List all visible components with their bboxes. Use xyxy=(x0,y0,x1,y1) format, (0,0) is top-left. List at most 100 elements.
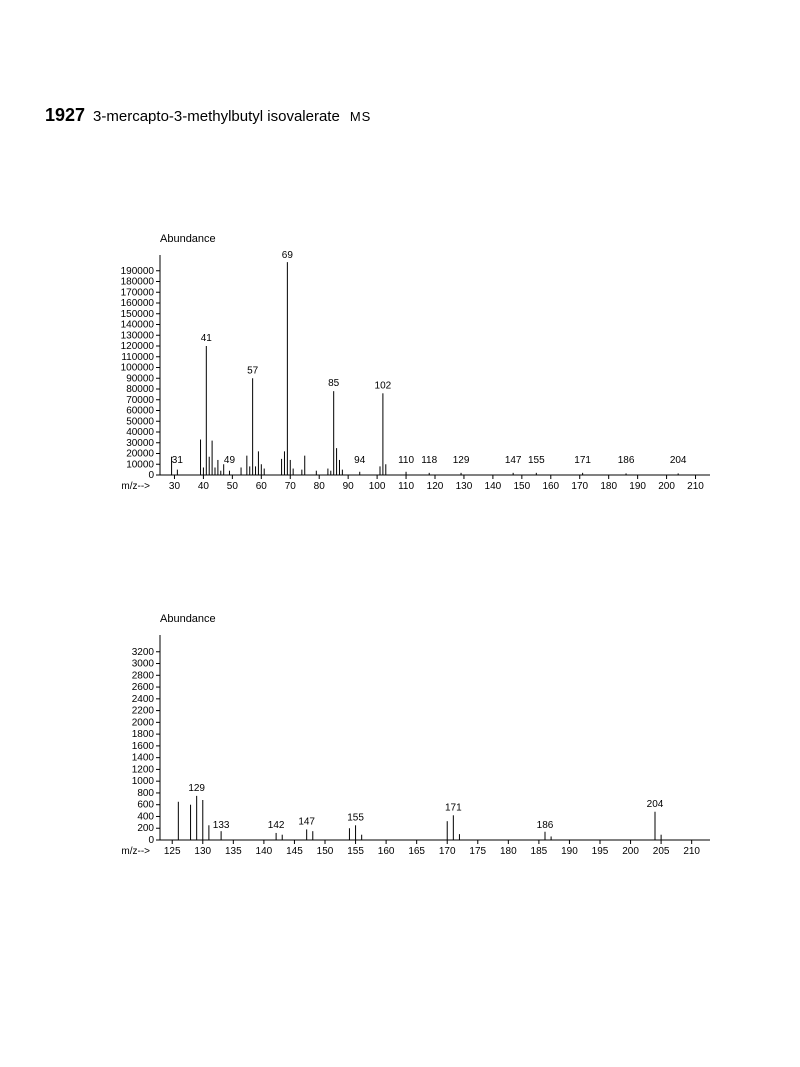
x-tick-label: 210 xyxy=(687,481,704,492)
y-tick-label: 90000 xyxy=(126,373,154,384)
compound-number: 1927 xyxy=(45,105,85,126)
x-tick-label: 210 xyxy=(683,846,700,857)
peak-label: 94 xyxy=(354,455,366,466)
y-tick-label: 2200 xyxy=(132,706,155,717)
x-tick-label: 90 xyxy=(343,481,355,492)
y-tick-label: 3200 xyxy=(132,647,155,658)
y-tick-label: 140000 xyxy=(121,320,155,331)
y-tick-label: 60000 xyxy=(126,406,154,417)
y-tick-label: 3000 xyxy=(132,659,155,670)
x-tick-label: 170 xyxy=(439,846,456,857)
y-tick-label: 100000 xyxy=(121,363,155,374)
peak-label: 147 xyxy=(298,816,315,827)
x-tick-label: 200 xyxy=(622,846,639,857)
x-tick-label: 110 xyxy=(398,481,414,492)
y-tick-label: 190000 xyxy=(121,266,155,277)
peak-label: 133 xyxy=(213,820,230,831)
peak-label: 129 xyxy=(453,455,470,466)
x-tick-label: 140 xyxy=(256,846,273,857)
peak-label: 171 xyxy=(445,802,462,813)
peak-label: 204 xyxy=(670,455,687,466)
x-tick-label: 30 xyxy=(169,481,181,492)
x-tick-label: 180 xyxy=(500,846,517,857)
mass-spectrum-full: Abundance0100002000030000400005000060000… xyxy=(95,225,715,505)
y-tick-label: 0 xyxy=(148,470,154,481)
x-axis-label: m/z--> xyxy=(121,846,150,857)
x-tick-label: 120 xyxy=(427,481,444,492)
y-tick-label: 2000 xyxy=(132,717,155,728)
x-tick-label: 40 xyxy=(198,481,210,492)
y-tick-label: 2400 xyxy=(132,694,155,705)
peak-label: 186 xyxy=(537,820,554,831)
peak-label: 147 xyxy=(505,455,522,466)
y-tick-label: 20000 xyxy=(126,449,154,460)
x-tick-label: 130 xyxy=(194,846,211,857)
y-tick-label: 120000 xyxy=(121,341,155,352)
peak-label: 155 xyxy=(347,812,364,823)
y-tick-label: 10000 xyxy=(126,459,154,470)
peak-label: 102 xyxy=(375,380,392,391)
x-tick-label: 160 xyxy=(542,481,559,492)
x-tick-label: 160 xyxy=(378,846,395,857)
mass-spectrum-zoom: Abundance0200400600800100012001400160018… xyxy=(95,605,715,870)
y-tick-label: 200 xyxy=(137,823,154,834)
x-tick-label: 195 xyxy=(592,846,609,857)
y-tick-label: 80000 xyxy=(126,384,154,395)
y-tick-label: 110000 xyxy=(121,352,154,363)
peak-label: 57 xyxy=(247,365,259,376)
x-tick-label: 190 xyxy=(629,481,646,492)
x-tick-label: 190 xyxy=(561,846,578,857)
y-tick-label: 1200 xyxy=(132,764,155,775)
title-row: 1927 3-mercapto-3-methylbutyl isovalerat… xyxy=(45,105,371,126)
x-tick-label: 130 xyxy=(456,481,473,492)
peak-label: 186 xyxy=(618,455,635,466)
x-tick-label: 140 xyxy=(485,481,502,492)
y-tick-label: 2600 xyxy=(132,682,155,693)
x-tick-label: 185 xyxy=(531,846,548,857)
x-tick-label: 80 xyxy=(314,481,326,492)
x-tick-label: 135 xyxy=(225,846,242,857)
peak-label: 129 xyxy=(188,783,205,794)
y-tick-label: 130000 xyxy=(121,330,155,341)
y-tick-label: 30000 xyxy=(126,438,154,449)
peak-label: 31 xyxy=(172,455,184,466)
compound-name: 3-mercapto-3-methylbutyl isovalerate xyxy=(93,108,340,125)
peak-label: 110 xyxy=(398,455,414,466)
x-tick-label: 145 xyxy=(286,846,303,857)
y-tick-label: 50000 xyxy=(126,416,154,427)
y-tick-label: 1000 xyxy=(132,776,155,787)
y-tick-label: 1800 xyxy=(132,729,155,740)
x-tick-label: 200 xyxy=(658,481,675,492)
x-tick-label: 170 xyxy=(571,481,588,492)
peak-label: 41 xyxy=(201,333,213,344)
y-tick-label: 800 xyxy=(137,788,154,799)
page-root: { "header": { "number": "1927", "name": … xyxy=(0,0,800,1067)
y-tick-label: 2800 xyxy=(132,670,155,681)
y-tick-label: 150000 xyxy=(121,309,155,320)
peak-label: 204 xyxy=(647,799,664,810)
peak-label: 85 xyxy=(328,378,340,389)
peak-label: 142 xyxy=(268,820,285,831)
x-tick-label: 175 xyxy=(469,846,486,857)
y-axis-label: Abundance xyxy=(160,613,216,625)
y-tick-label: 70000 xyxy=(126,395,154,406)
x-tick-label: 155 xyxy=(347,846,364,857)
y-tick-label: 1400 xyxy=(132,753,155,764)
peak-label: 69 xyxy=(282,250,294,261)
x-tick-label: 50 xyxy=(227,481,239,492)
peak-label: 171 xyxy=(574,455,591,466)
y-tick-label: 400 xyxy=(137,811,154,822)
x-tick-label: 150 xyxy=(513,481,530,492)
spectrum-type: MS xyxy=(350,109,372,124)
peak-label: 49 xyxy=(224,455,236,466)
x-tick-label: 60 xyxy=(256,481,268,492)
peak-label: 118 xyxy=(421,455,437,466)
y-tick-label: 160000 xyxy=(121,298,155,309)
y-tick-label: 1600 xyxy=(132,741,155,752)
x-tick-label: 125 xyxy=(164,846,181,857)
y-tick-label: 600 xyxy=(137,800,154,811)
x-tick-label: 100 xyxy=(369,481,386,492)
y-axis-label: Abundance xyxy=(160,233,216,245)
y-tick-label: 170000 xyxy=(121,287,155,298)
y-tick-label: 180000 xyxy=(121,277,155,288)
